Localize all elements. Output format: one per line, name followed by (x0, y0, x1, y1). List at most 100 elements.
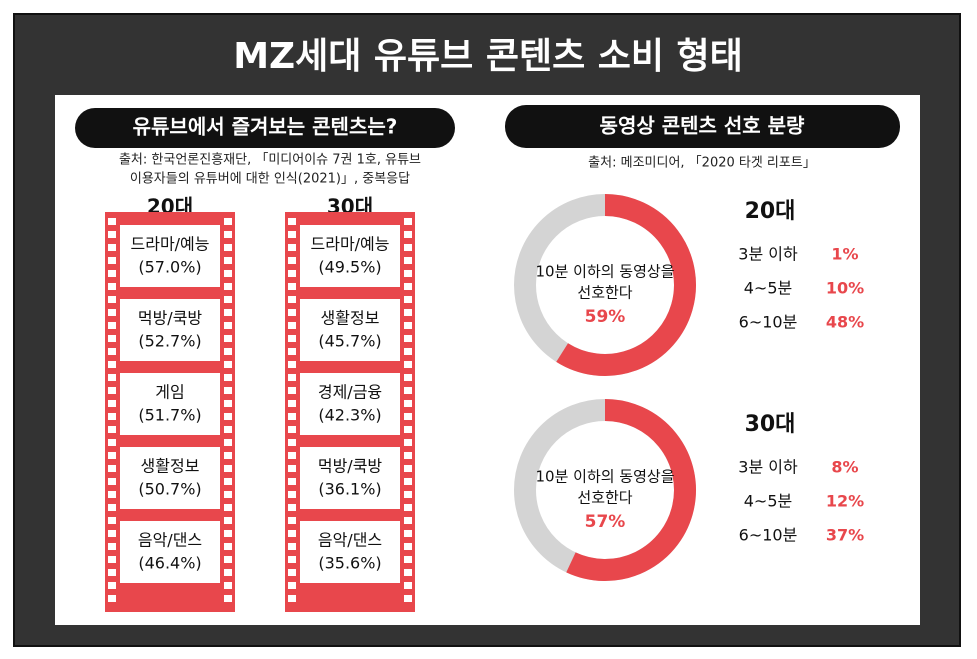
film-hole (224, 439, 232, 446)
film-cell (120, 521, 220, 583)
film-hole (108, 348, 116, 355)
film-hole (288, 400, 296, 407)
film-hole (288, 348, 296, 355)
donut-label: 59% (585, 307, 626, 327)
film-hole (224, 218, 232, 225)
content-name: 먹방/쿡방 (138, 309, 203, 328)
film-hole (108, 582, 116, 589)
film-hole (288, 322, 296, 329)
film-cell (300, 373, 400, 435)
row-name: 4~5분 (744, 279, 793, 298)
film-hole (224, 296, 232, 303)
film-hole (224, 400, 232, 407)
film-hole (404, 322, 412, 329)
film-hole (288, 296, 296, 303)
film-hole (108, 478, 116, 485)
film-hole (288, 361, 296, 368)
film-hole (288, 387, 296, 394)
film-hole (288, 374, 296, 381)
right-source: 출처: 메조미디어, 「2020 타겟 리포트」 (588, 156, 816, 171)
film-hole (108, 244, 116, 251)
film-hole (108, 361, 116, 368)
film-hole (404, 530, 412, 537)
film-hole (404, 543, 412, 550)
film-hole (108, 218, 116, 225)
film-hole (108, 595, 116, 602)
row-name: 3분 이하 (738, 458, 798, 477)
film-hole (404, 504, 412, 511)
film-hole (224, 452, 232, 459)
film-hole (288, 582, 296, 589)
film-hole (288, 335, 296, 342)
left-source: 이용자들의 유튜버에 대한 인식(2021)」, 중복응답 (130, 172, 410, 187)
film-hole (108, 413, 116, 420)
row-value: 8% (831, 458, 858, 477)
left-source: 출처: 한국언론진흥재단, 「미디어이슈 7권 1호, 유튜브 (119, 153, 421, 168)
film-hole (288, 283, 296, 290)
film-hole (404, 270, 412, 277)
film-hole (108, 452, 116, 459)
film-hole (404, 283, 412, 290)
film-hole (288, 309, 296, 316)
film-hole (224, 582, 232, 589)
donut-text: 선호한다 (577, 489, 632, 507)
row-value: 12% (826, 492, 864, 511)
film-hole (108, 322, 116, 329)
film-hole (224, 569, 232, 576)
right-heading-pill (505, 105, 900, 148)
film-hole (108, 465, 116, 472)
right-heading: 동영상 콘텐츠 선호 분량 (600, 114, 805, 138)
content-name: 음악/댄스 (318, 531, 382, 550)
donut-text: 선호한다 (577, 284, 632, 302)
film-hole (108, 569, 116, 576)
content-name: 먹방/쿡방 (318, 457, 383, 476)
film-hole (224, 335, 232, 342)
film-hole (404, 413, 412, 420)
content-name: 드라마/예능 (311, 235, 390, 254)
film-hole (288, 413, 296, 420)
film-hole (404, 582, 412, 589)
film-hole (404, 309, 412, 316)
film-hole (288, 452, 296, 459)
content-pct: (36.1%) (318, 480, 381, 499)
row-name: 4~5분 (744, 492, 793, 511)
film-hole (288, 569, 296, 576)
film-hole (108, 426, 116, 433)
film-hole (224, 543, 232, 550)
content-name: 생활정보 (141, 457, 200, 476)
film-hole (108, 504, 116, 511)
film-hole (404, 569, 412, 576)
film-hole (288, 244, 296, 251)
film-hole (224, 244, 232, 251)
film-hole (108, 491, 116, 498)
film-hole (404, 387, 412, 394)
film-hole (224, 504, 232, 511)
film-hole (224, 257, 232, 264)
donut-arc (556, 194, 696, 376)
film-hole (404, 465, 412, 472)
film-hole (224, 270, 232, 277)
film-hole (224, 283, 232, 290)
film-hole (404, 439, 412, 446)
film-hole (224, 387, 232, 394)
film-hole (404, 400, 412, 407)
film-cell (120, 447, 220, 509)
film-cell (300, 521, 400, 583)
film-hole (288, 491, 296, 498)
film-hole (108, 296, 116, 303)
content-pct: (46.4%) (138, 554, 201, 573)
film-hole (288, 465, 296, 472)
film-hole (224, 322, 232, 329)
content-pct: (52.7%) (138, 332, 201, 351)
film-hole (288, 543, 296, 550)
film-hole (288, 426, 296, 433)
film-hole (224, 309, 232, 316)
film-hole (404, 478, 412, 485)
row-name: 3분 이하 (738, 245, 798, 264)
film-hole (404, 218, 412, 225)
content-pct: (35.6%) (318, 554, 381, 573)
donut-label: 57% (585, 512, 626, 532)
content-name: 드라마/예능 (131, 235, 210, 254)
film-hole (404, 374, 412, 381)
film-hole (288, 595, 296, 602)
